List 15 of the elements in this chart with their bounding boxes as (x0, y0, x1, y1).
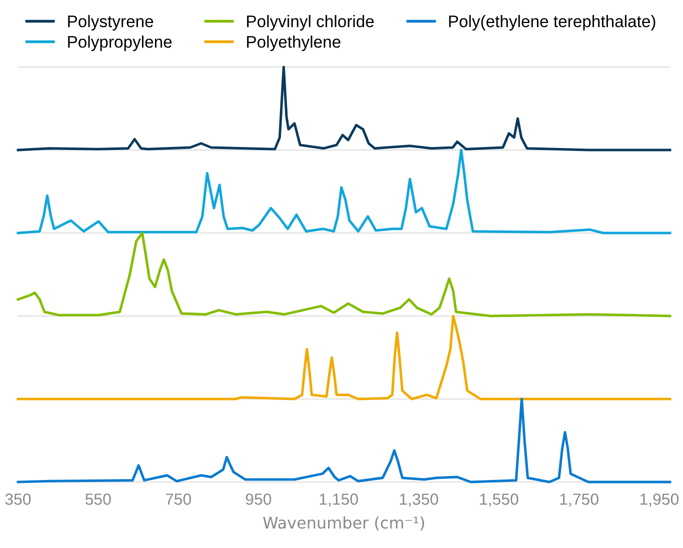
legend-label: Polyethylene (247, 36, 340, 52)
x-tick-label: 1,750 (560, 494, 598, 507)
legend-label: Poly(ethylene terephthalate) (449, 15, 656, 31)
x-tick-label: 550 (85, 494, 111, 505)
x-axis-title: Wavenumber (cm⁻¹) (263, 516, 424, 531)
x-tick-label: 1,950 (640, 494, 679, 507)
x-tick-label: 1,350 (400, 494, 438, 507)
x-tick-label: 950 (246, 494, 272, 505)
legend-label: Polystyrene (68, 15, 154, 31)
legend-label: Polyvinyl chloride (247, 15, 374, 31)
x-tick-label: 350 (5, 494, 31, 505)
x-tick-label: 1,150 (320, 494, 358, 507)
legend-label: Polypropylene (68, 36, 172, 52)
x-tick-label: 1,550 (480, 494, 518, 507)
x-tick-label: 750 (166, 494, 191, 505)
